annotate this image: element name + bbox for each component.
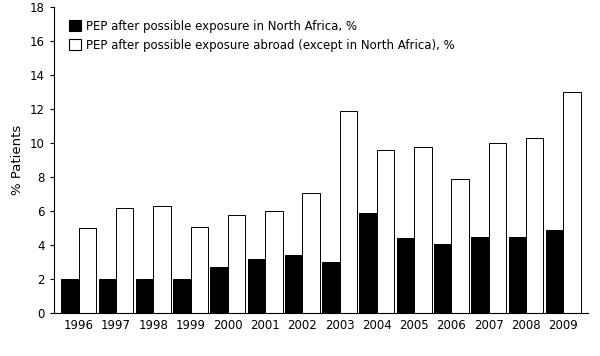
Bar [302, 193, 320, 313]
Bar [340, 111, 357, 313]
Bar [285, 256, 302, 313]
Bar [79, 228, 96, 313]
Bar [211, 267, 228, 313]
Bar [546, 230, 563, 313]
Bar [471, 237, 488, 313]
Bar [322, 262, 340, 313]
Bar [434, 244, 451, 313]
Bar [228, 215, 245, 313]
Y-axis label: % Patients: % Patients [11, 125, 25, 195]
Bar [377, 150, 394, 313]
Bar [99, 279, 116, 313]
Legend: PEP after possible exposure in North Africa, %, PEP after possible exposure abro: PEP after possible exposure in North Afr… [65, 16, 459, 55]
Bar [509, 237, 526, 313]
Bar [563, 92, 581, 313]
Bar [191, 226, 208, 313]
Bar [265, 211, 283, 313]
Bar [248, 259, 265, 313]
Bar [173, 279, 191, 313]
Bar [414, 147, 431, 313]
Bar [61, 279, 79, 313]
Bar [526, 138, 543, 313]
Bar [397, 239, 414, 313]
Bar [359, 213, 377, 313]
Bar [488, 143, 506, 313]
Bar [154, 206, 171, 313]
Bar [116, 208, 133, 313]
Bar [451, 179, 469, 313]
Bar [136, 279, 154, 313]
